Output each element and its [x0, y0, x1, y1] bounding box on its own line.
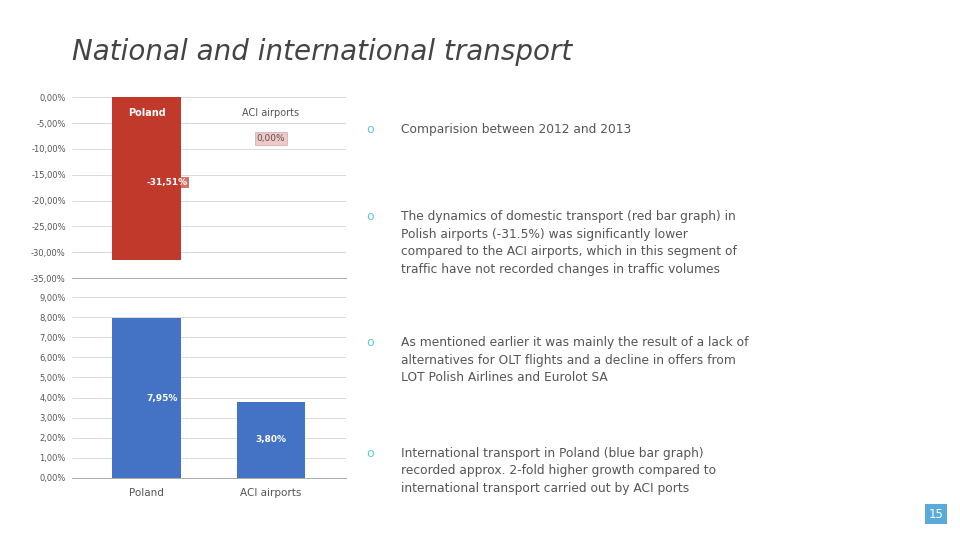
Text: o: o: [366, 336, 373, 349]
Text: Poland: Poland: [128, 107, 165, 118]
Text: As mentioned earlier it was mainly the result of a lack of
alternatives for OLT : As mentioned earlier it was mainly the r…: [401, 336, 749, 384]
Text: 0,00%: 0,00%: [256, 134, 285, 143]
Bar: [112, 97, 180, 260]
Text: 7,95%: 7,95%: [147, 394, 178, 402]
Text: International Conference on Air Transport: International Conference on Air Transpor…: [135, 508, 384, 521]
Text: 15: 15: [928, 508, 944, 521]
Text: ACI airports: ACI airports: [243, 107, 300, 118]
Text: International transport in Poland (blue bar graph)
recorded approx. 2-fold highe: International transport in Poland (blue …: [401, 447, 716, 495]
Bar: [112, 318, 180, 478]
Text: 12-13 November, Amsterdam: 12-13 November, Amsterdam: [590, 508, 770, 521]
Text: o: o: [366, 447, 373, 460]
Text: o: o: [366, 123, 373, 136]
Text: INAIR 2015,: INAIR 2015,: [384, 508, 463, 521]
Text: The dynamics of domestic transport (red bar graph) in
Polish airports (-31.5%) w: The dynamics of domestic transport (red …: [401, 210, 737, 275]
Text: -31,51%: -31,51%: [147, 178, 188, 187]
Text: Comparision between 2012 and 2013: Comparision between 2012 and 2013: [401, 123, 632, 136]
Text: National and international transport: National and international transport: [72, 38, 572, 66]
Text: o: o: [366, 210, 373, 223]
Bar: [237, 402, 305, 478]
Text: 3,80%: 3,80%: [255, 435, 286, 444]
